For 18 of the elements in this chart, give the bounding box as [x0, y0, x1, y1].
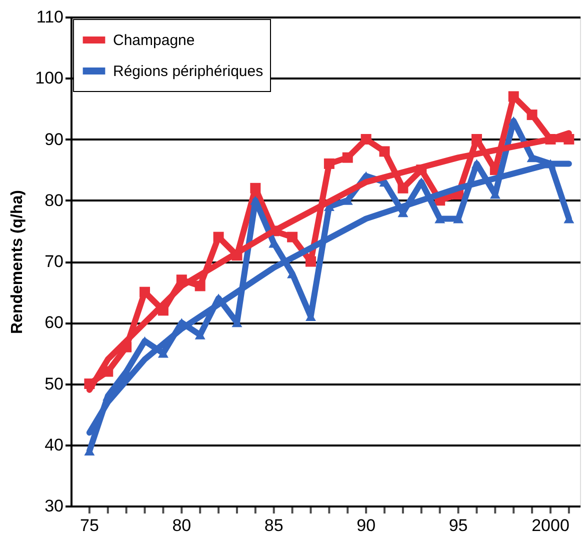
y-tick-label: 110 — [36, 8, 64, 26]
y-tick-label: 30 — [44, 496, 64, 516]
y-tick-label: 100 — [35, 68, 64, 88]
x-tick-label: 85 — [264, 516, 284, 535]
x-tick-label: 2000 — [532, 516, 570, 535]
x-tick-label: 80 — [172, 516, 192, 535]
legend-label: Régions périphériques — [113, 63, 264, 80]
x-tick-label: 90 — [356, 516, 376, 535]
y-axis-title: Rendements (q/ha) — [9, 190, 26, 334]
y-tick-label: 60 — [44, 313, 64, 332]
y-tick-label: 40 — [44, 435, 64, 454]
y-tick-label: 50 — [44, 374, 64, 394]
legend-label: Champagne — [113, 32, 195, 49]
x-tick-label: 95 — [448, 516, 468, 535]
y-tick-label: 80 — [44, 190, 64, 210]
y-tick-label: 70 — [44, 252, 64, 271]
x-tick-label: 75 — [80, 516, 99, 535]
y-tick-label: 90 — [44, 130, 64, 149]
